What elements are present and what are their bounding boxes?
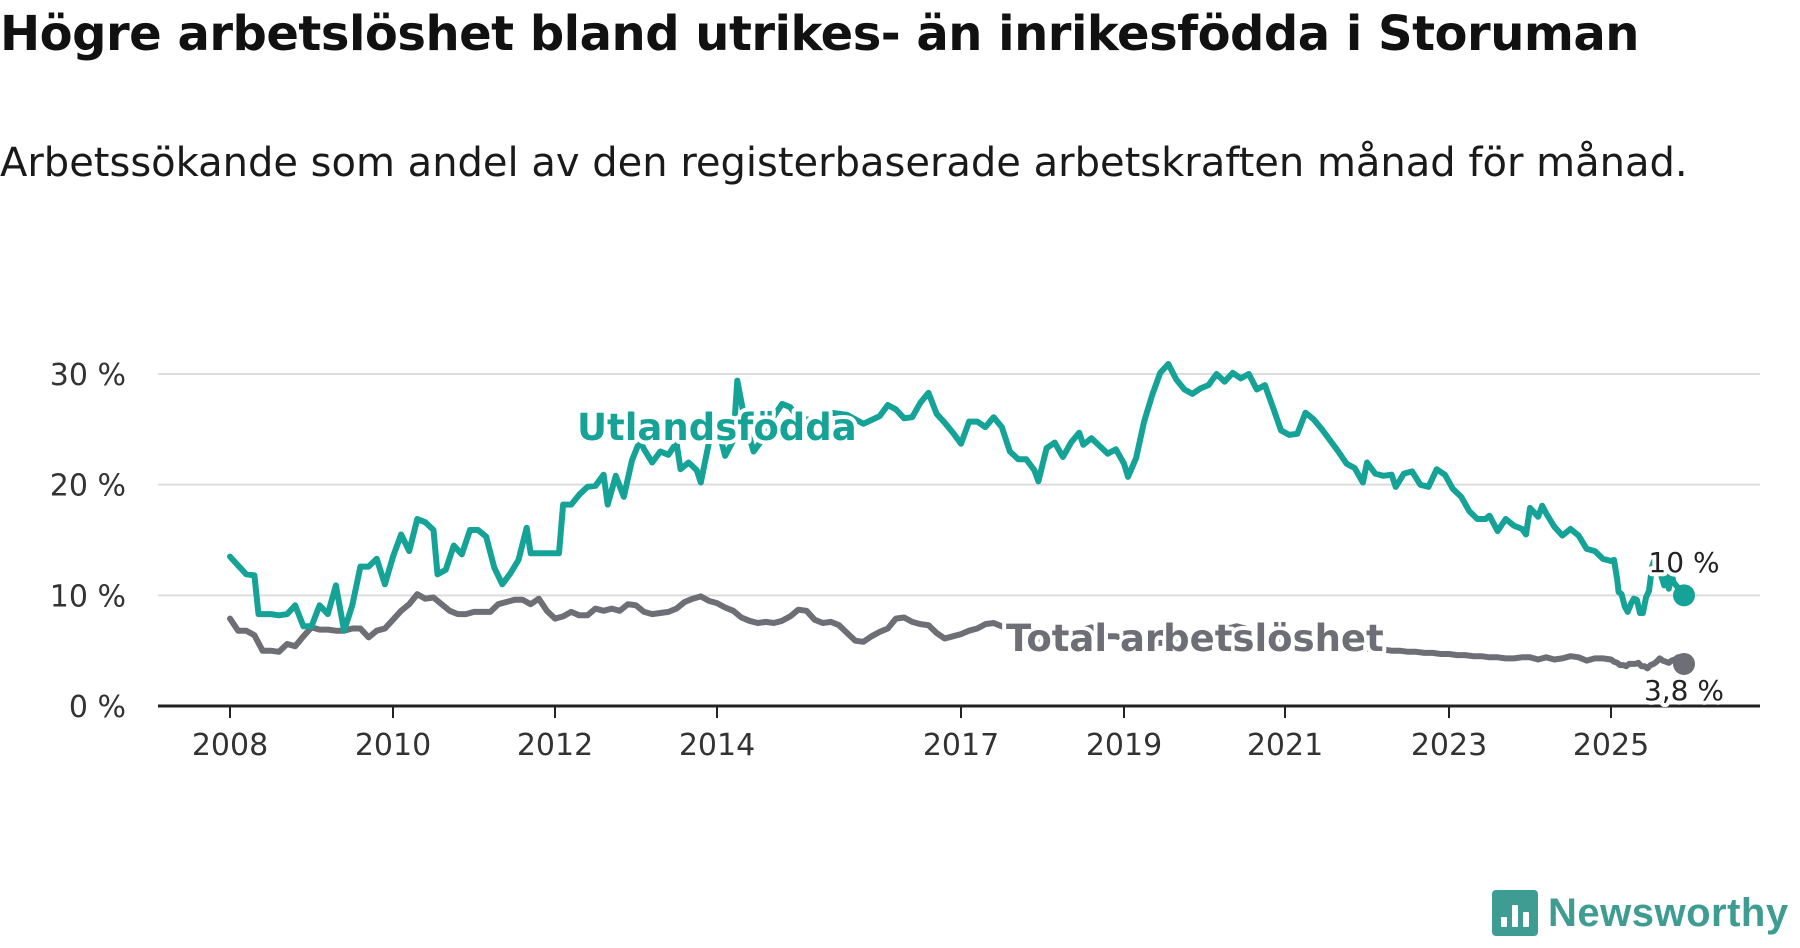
series-line-total [227,591,1687,672]
newsworthy-logo-icon [1492,890,1538,936]
brand-name: Newsworthy [1548,890,1789,935]
x-tick-label: 2023 [1411,728,1487,763]
y-tick-label: 30 % [50,358,126,393]
x-tick-label: 2025 [1573,728,1649,763]
end-label-total: 3,8 % [1644,674,1724,707]
x-tick-label: 2019 [1086,728,1162,763]
gridlines [158,373,1760,597]
y-axis: 0 % 10 % 20 % 30 % [50,358,126,725]
x-axis: 2008 2010 2012 2014 2017 2019 2021 2023 2025 [158,704,1760,763]
x-tick-label: 2008 [192,728,268,763]
chart-subtitle: Arbetssökande som andel av den registerb… [0,140,1688,186]
x-tick-label: 2017 [923,728,999,763]
series-line-utlandsfodda [227,361,1687,634]
chart-title: Högre arbetslöshet bland utrikes- än inr… [0,6,1639,62]
x-tick-label: 2010 [355,728,431,763]
newsworthy-brand: Newsworthy [1492,887,1789,939]
end-point-total [1673,652,1695,675]
series-label-utlandsfodda: Utlandsfödda [577,406,857,449]
series-label-total: Total arbetslöshet [1006,617,1384,660]
x-tick-label: 2014 [679,728,755,763]
series-labels: Utlandsfödda Total arbetslöshet 10 % 3,8… [573,402,1728,711]
y-tick-label: 0 % [69,690,126,725]
x-tick-label: 2012 [517,728,593,763]
end-point-utlandsfodda [1673,584,1695,607]
y-tick-label: 20 % [50,469,126,504]
x-tick-label: 2021 [1247,728,1323,763]
series-lines [227,361,1695,675]
y-tick-label: 10 % [50,579,126,614]
end-label-utlandsfodda: 10 % [1648,546,1719,579]
